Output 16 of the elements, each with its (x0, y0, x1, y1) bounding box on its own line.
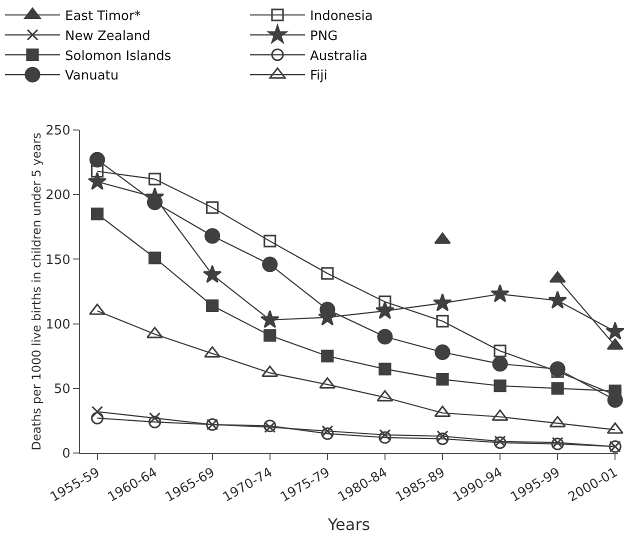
legend-label: PNG (310, 28, 338, 44)
legend-label: Solomon Islands (65, 48, 172, 64)
legend-label: New Zealand (65, 28, 150, 44)
y-tick-label: 100 (46, 317, 70, 332)
y-tick-label: 250 (46, 124, 70, 139)
legend-label: Vanuatu (65, 68, 119, 84)
x-axis-title: Years (326, 515, 370, 534)
y-tick-label: 0 (62, 446, 70, 462)
y-axis-title: Deaths per 1000 live births in children under 5 years (30, 132, 44, 450)
y-tick-label: 50 (54, 382, 70, 397)
legend-label: East Timor* (65, 9, 142, 24)
legend-label: Australia (310, 48, 368, 64)
y-tick-label: 150 (46, 252, 70, 268)
legend-label: Indonesia (310, 9, 373, 24)
legend-label: Fiji (310, 68, 328, 84)
y-tick-label: 200 (46, 188, 70, 204)
